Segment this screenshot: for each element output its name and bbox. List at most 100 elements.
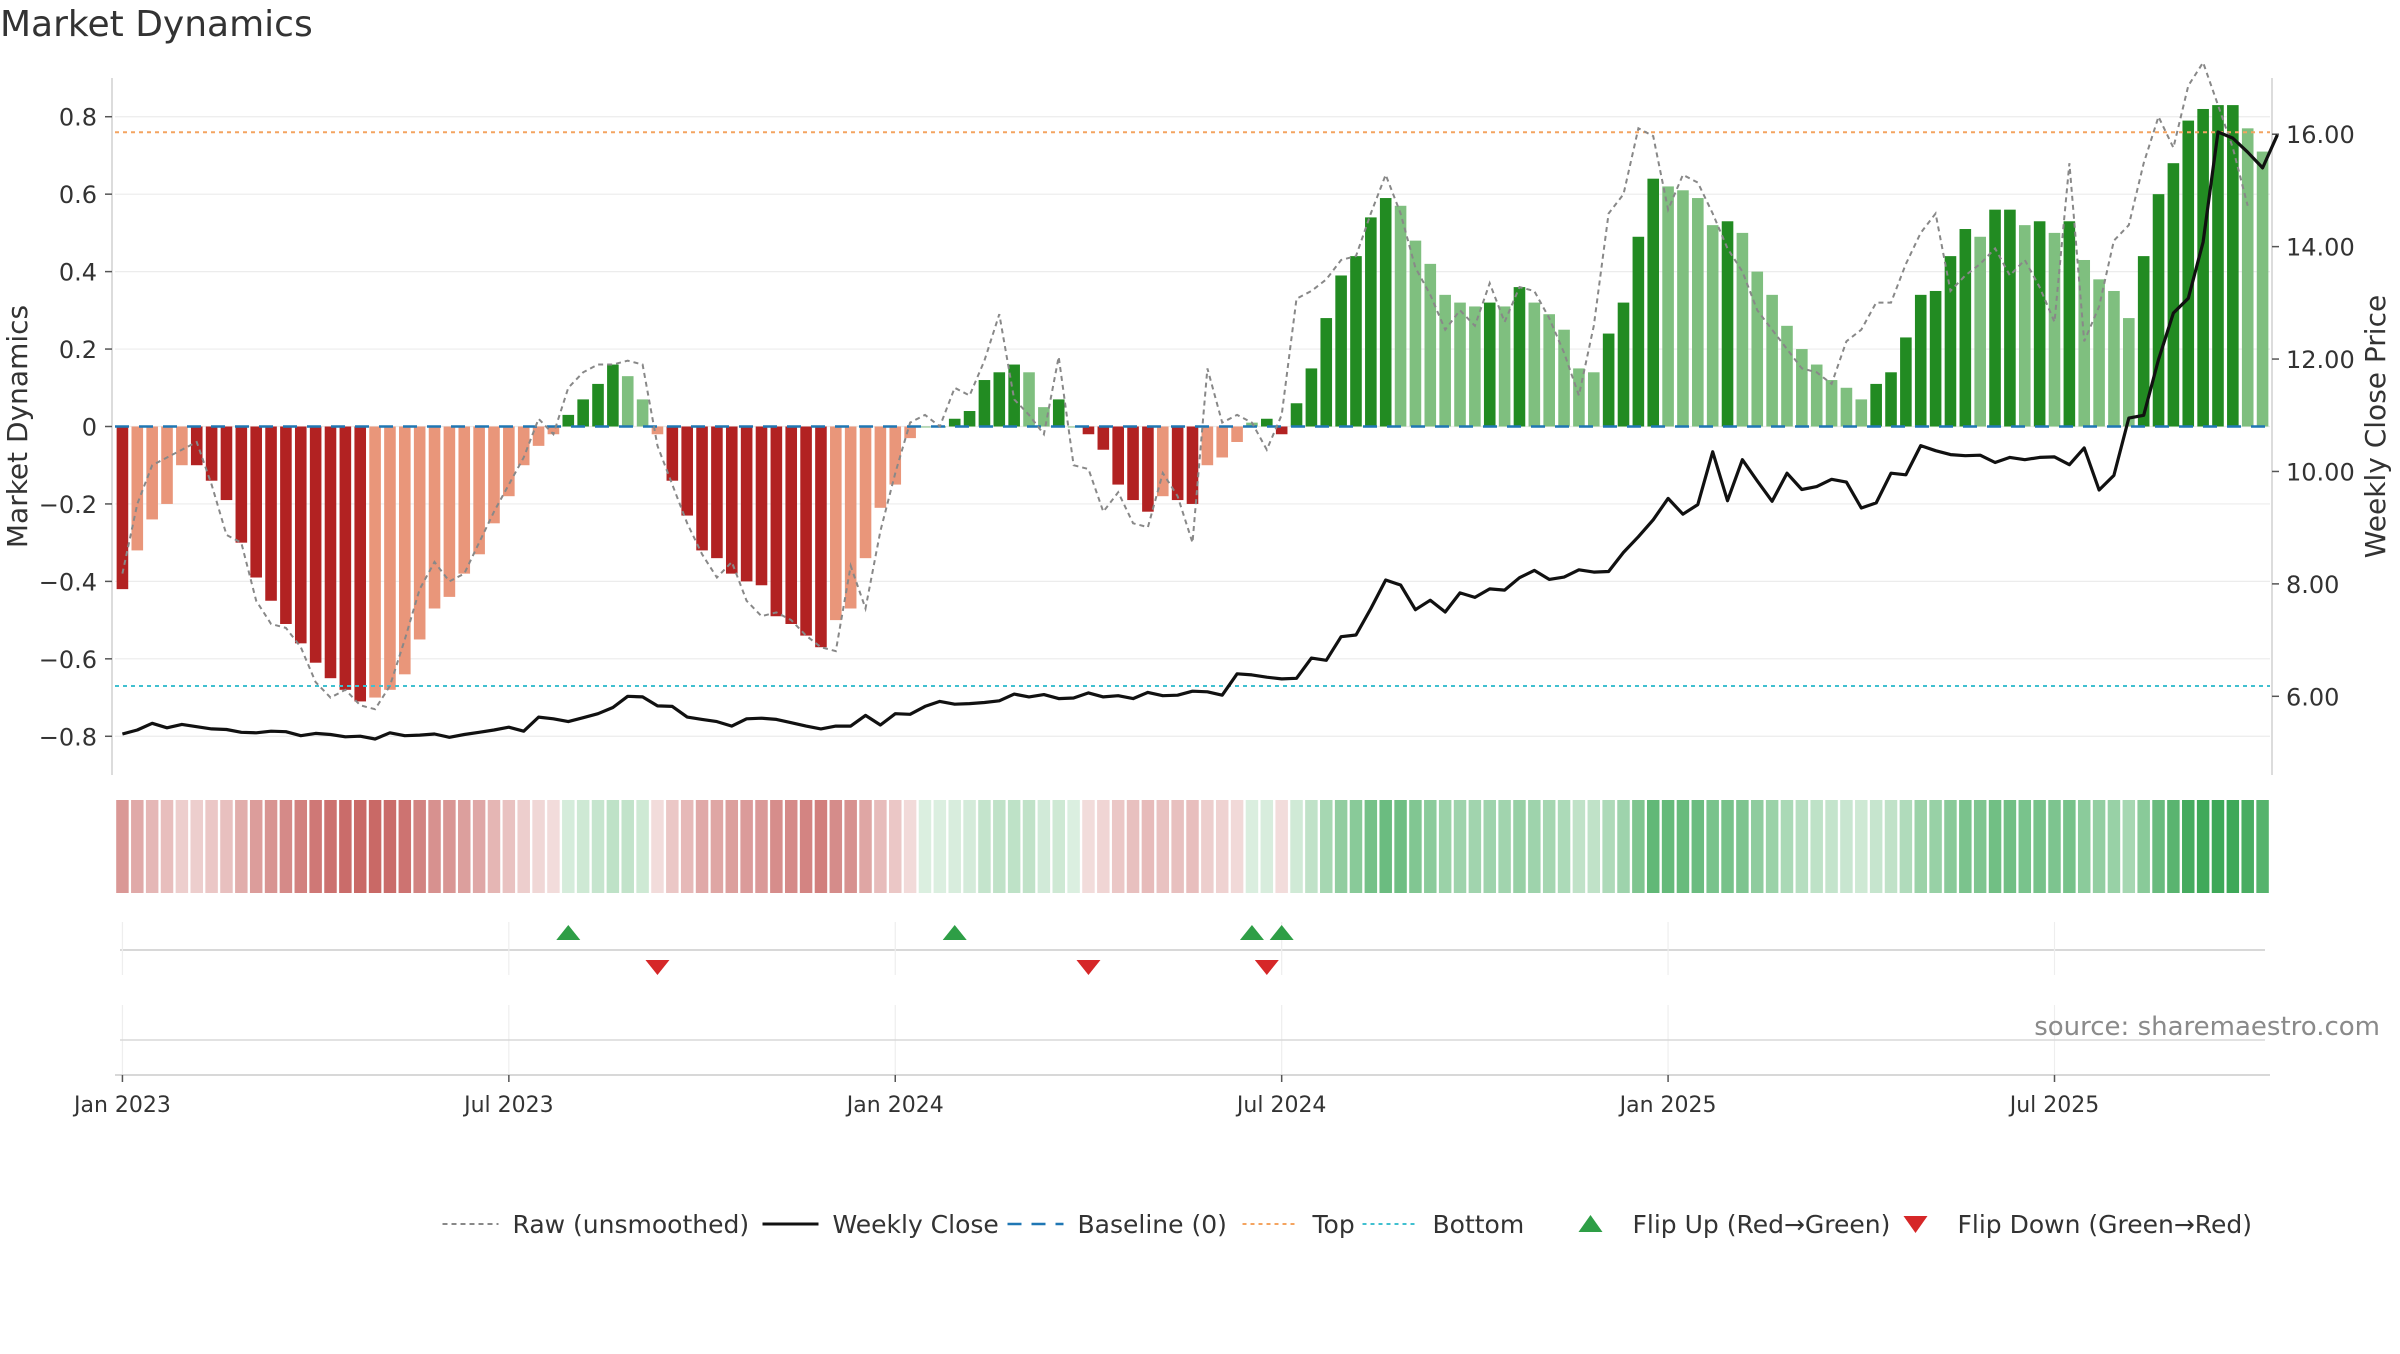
bar — [1796, 349, 1808, 427]
strip-cell — [279, 800, 293, 893]
left-tick-label: 0.8 — [59, 104, 97, 132]
bar — [1587, 372, 1600, 427]
strip-cell — [2196, 800, 2210, 893]
strip-cell — [562, 800, 575, 893]
bar — [815, 426, 827, 648]
bar — [517, 426, 530, 466]
bar — [1929, 290, 1942, 427]
legend-label: Baseline (0) — [1078, 1210, 1227, 1239]
strip-cell — [1201, 800, 1214, 893]
strip-cell — [1825, 800, 1838, 893]
strip-cell — [740, 800, 753, 893]
strip-cell — [2003, 800, 2017, 893]
bar — [2152, 194, 2165, 427]
strip-cell — [1676, 800, 1690, 893]
strip-cell — [1453, 800, 1467, 893]
strip-cell — [948, 800, 961, 893]
strip-cell — [1126, 800, 1140, 893]
bottom-panel — [115, 1005, 2270, 1076]
legend: Raw (unsmoothed) Weekly Close Baseline (0)… — [442, 1210, 2252, 1239]
strip-cell — [680, 800, 694, 893]
legend-label: Bottom — [1433, 1210, 1525, 1239]
strip-cell — [859, 800, 872, 893]
strip-cell — [1275, 800, 1288, 893]
bar — [1156, 426, 1169, 497]
bar — [176, 426, 188, 466]
strip-cell — [1736, 800, 1749, 893]
strip-cell — [1334, 800, 1348, 893]
legend-label: Flip Up (Red→Green) — [1633, 1210, 1891, 1239]
bar — [1840, 387, 1853, 427]
strip-cell — [1691, 800, 1705, 893]
strip-cell — [1959, 800, 1972, 893]
left-tick-labels: −0.8 −0.6 −0.4 −0.2 0 0.2 0.4 0.6 0.8 — [39, 104, 112, 751]
bar — [844, 426, 857, 609]
strip-cell — [2092, 800, 2106, 893]
right-tick-label: 14.00 — [2286, 234, 2355, 262]
legend-label: Weekly Close — [833, 1210, 999, 1239]
bar — [725, 426, 738, 574]
strip-cell — [1884, 800, 1898, 893]
bar — [443, 426, 456, 597]
bar — [800, 426, 812, 636]
bar — [1528, 302, 1541, 427]
bar — [1662, 186, 1674, 427]
strip-cell — [903, 800, 917, 893]
strip-cell — [1869, 800, 1883, 893]
bar — [711, 426, 723, 559]
strip-cell — [175, 800, 189, 893]
strip-cell — [1290, 800, 1303, 893]
bar — [785, 426, 798, 624]
strip-cell — [324, 800, 337, 893]
bar — [1469, 306, 1481, 427]
bar — [904, 426, 916, 439]
strip-cell — [2152, 800, 2165, 893]
bar — [1914, 294, 1927, 427]
strip-cell — [1498, 800, 1511, 893]
bar — [562, 414, 575, 427]
strip-cell — [636, 800, 649, 893]
bar — [428, 426, 441, 609]
strip-cell — [1037, 800, 1051, 893]
bar — [1617, 302, 1630, 427]
bar — [2063, 221, 2076, 427]
bar — [2033, 221, 2046, 427]
strip-cell — [428, 800, 441, 893]
flip-panel — [120, 922, 2265, 975]
bar — [1989, 209, 2001, 427]
bar — [696, 426, 708, 551]
strip-cell — [383, 800, 397, 893]
bar — [146, 426, 158, 520]
bar — [369, 426, 381, 698]
strip-cell — [1097, 800, 1110, 893]
strip-cell — [339, 800, 352, 893]
strip-cell — [1186, 800, 1199, 893]
strip-cell — [1721, 800, 1734, 893]
strip-cell — [2033, 800, 2046, 893]
bar — [770, 426, 783, 617]
bar — [1439, 294, 1451, 427]
strip-cell — [2137, 800, 2150, 893]
strip-cell — [309, 800, 322, 893]
strip-cell — [1899, 800, 1913, 893]
strip-cell — [1840, 800, 1853, 893]
right-tick-label: 12.00 — [2286, 346, 2355, 374]
bar — [384, 426, 396, 690]
bar — [190, 426, 203, 466]
bar — [1692, 198, 1704, 427]
strip-cell — [889, 800, 902, 893]
legend-label: Raw (unsmoothed) — [513, 1210, 750, 1239]
strip-cell — [1706, 800, 1719, 893]
bar — [1127, 426, 1139, 501]
strip-cell — [710, 800, 724, 893]
bar — [339, 426, 352, 690]
bar — [830, 426, 842, 621]
strip-cell — [116, 800, 129, 893]
strip-cell — [1245, 800, 1259, 893]
strip-cell — [2241, 800, 2254, 893]
strip-cell — [458, 800, 471, 893]
strip-cell — [1052, 800, 1065, 893]
strip-cell — [1349, 800, 1363, 893]
bar — [1721, 221, 1734, 427]
strip-cell — [413, 800, 426, 893]
